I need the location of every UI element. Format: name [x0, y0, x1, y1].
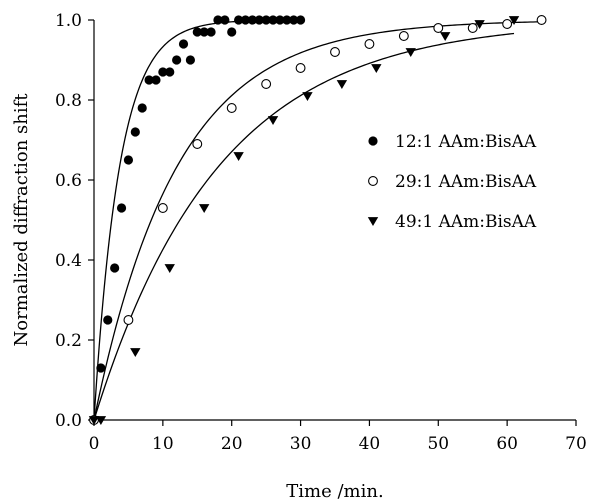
data-point-series-1	[192, 27, 202, 37]
x-axis-title: Time /min.	[286, 481, 383, 502]
y-tick-label: 0.6	[55, 171, 82, 191]
data-point-series-3	[474, 20, 485, 29]
data-point-series-1	[172, 55, 182, 65]
data-point-series-2	[330, 47, 340, 57]
data-point-series-1	[275, 15, 285, 25]
y-tick-label: 0.8	[55, 91, 82, 111]
data-point-series-3	[371, 64, 382, 73]
y-tick-label: 0.0	[55, 411, 82, 431]
legend-label: 12:1 AAm:BisAA	[395, 132, 537, 152]
data-point-series-2	[123, 315, 134, 325]
data-point-series-1	[130, 127, 140, 137]
data-point-series-1	[158, 67, 168, 77]
data-point-series-1	[178, 39, 189, 49]
data-point-series-2	[536, 15, 547, 25]
y-tick-label: 1.0	[55, 11, 82, 31]
data-point-series-1	[151, 75, 161, 85]
data-point-series-1	[206, 27, 216, 37]
data-point-series-1	[220, 15, 230, 25]
data-point-series-1	[185, 55, 195, 65]
legend-marker-series-3	[367, 217, 379, 226]
x-tick-label: 50	[427, 434, 449, 454]
data-point-series-3	[198, 204, 210, 213]
data-point-series-1	[240, 15, 251, 25]
data-point-series-2	[433, 23, 444, 33]
y-ticks: 0.0 0.2 0.4 0.6 0.8 1.0	[55, 11, 94, 431]
data-point-series-3	[130, 348, 141, 357]
data-points	[88, 15, 547, 425]
x-ticks: 0 10 20 30 40 50 60 70	[89, 420, 587, 454]
x-tick-label: 10	[152, 434, 174, 454]
data-point-series-2	[502, 19, 513, 29]
legend-label: 29:1 AAm:BisAA	[395, 172, 537, 192]
fit-curve-series-2	[93, 21, 542, 421]
data-point-series-1	[295, 15, 306, 25]
data-point-series-3	[405, 48, 416, 57]
y-axis-title: Normalized diffraction shift	[11, 93, 32, 347]
data-point-series-2	[157, 203, 168, 213]
data-point-series-2	[398, 31, 409, 41]
data-point-series-3	[233, 152, 244, 161]
data-point-series-1	[199, 27, 209, 37]
x-tick-label: 20	[221, 434, 243, 454]
legend-marker-series-2	[368, 176, 378, 186]
data-point-series-1	[165, 67, 175, 77]
data-point-series-1	[234, 15, 244, 25]
data-point-series-1	[110, 263, 120, 273]
data-point-series-1	[227, 27, 237, 37]
data-point-series-3	[88, 416, 100, 425]
data-point-series-2	[467, 23, 478, 33]
data-point-series-1	[247, 15, 257, 25]
x-tick-label: 40	[359, 434, 381, 454]
data-point-series-1	[282, 15, 292, 25]
data-point-series-1	[213, 15, 223, 25]
data-point-series-1	[96, 363, 106, 373]
x-tick-label: 70	[565, 434, 587, 454]
x-tick-label: 30	[290, 434, 312, 454]
data-point-series-1	[261, 15, 271, 25]
data-point-series-1	[268, 15, 278, 25]
fit-curve-series-1	[93, 19, 301, 421]
data-point-series-3	[508, 16, 520, 25]
data-point-series-3	[439, 32, 451, 41]
data-point-series-3	[95, 416, 107, 425]
data-point-series-1	[103, 315, 113, 325]
data-point-series-2	[192, 139, 203, 149]
legend-marker-series-1	[368, 136, 378, 146]
x-tick-label: 0	[89, 434, 100, 454]
data-point-series-2	[364, 39, 375, 49]
chart-axes	[93, 20, 576, 421]
data-point-series-3	[302, 92, 313, 101]
data-point-series-3	[164, 264, 175, 273]
data-point-series-1	[144, 75, 154, 85]
data-point-series-3	[336, 80, 348, 89]
data-point-series-1	[123, 155, 134, 165]
data-point-series-2	[295, 63, 306, 73]
data-point-series-3	[267, 116, 279, 125]
y-tick-label: 0.2	[55, 331, 82, 351]
x-tick-label: 60	[496, 434, 518, 454]
data-point-series-1	[289, 15, 299, 25]
y-tick-label: 0.4	[55, 251, 82, 271]
data-point-series-1	[254, 15, 264, 25]
legend: 12:1 AAm:BisAA 29:1 AAm:BisAA 49:1 AAm:Bis…	[367, 132, 537, 232]
data-point-series-1	[116, 203, 127, 213]
legend-label: 49:1 AAm:BisAA	[395, 212, 537, 232]
data-point-series-2	[261, 79, 272, 89]
data-point-series-2	[226, 103, 237, 113]
data-point-series-1	[137, 103, 147, 113]
